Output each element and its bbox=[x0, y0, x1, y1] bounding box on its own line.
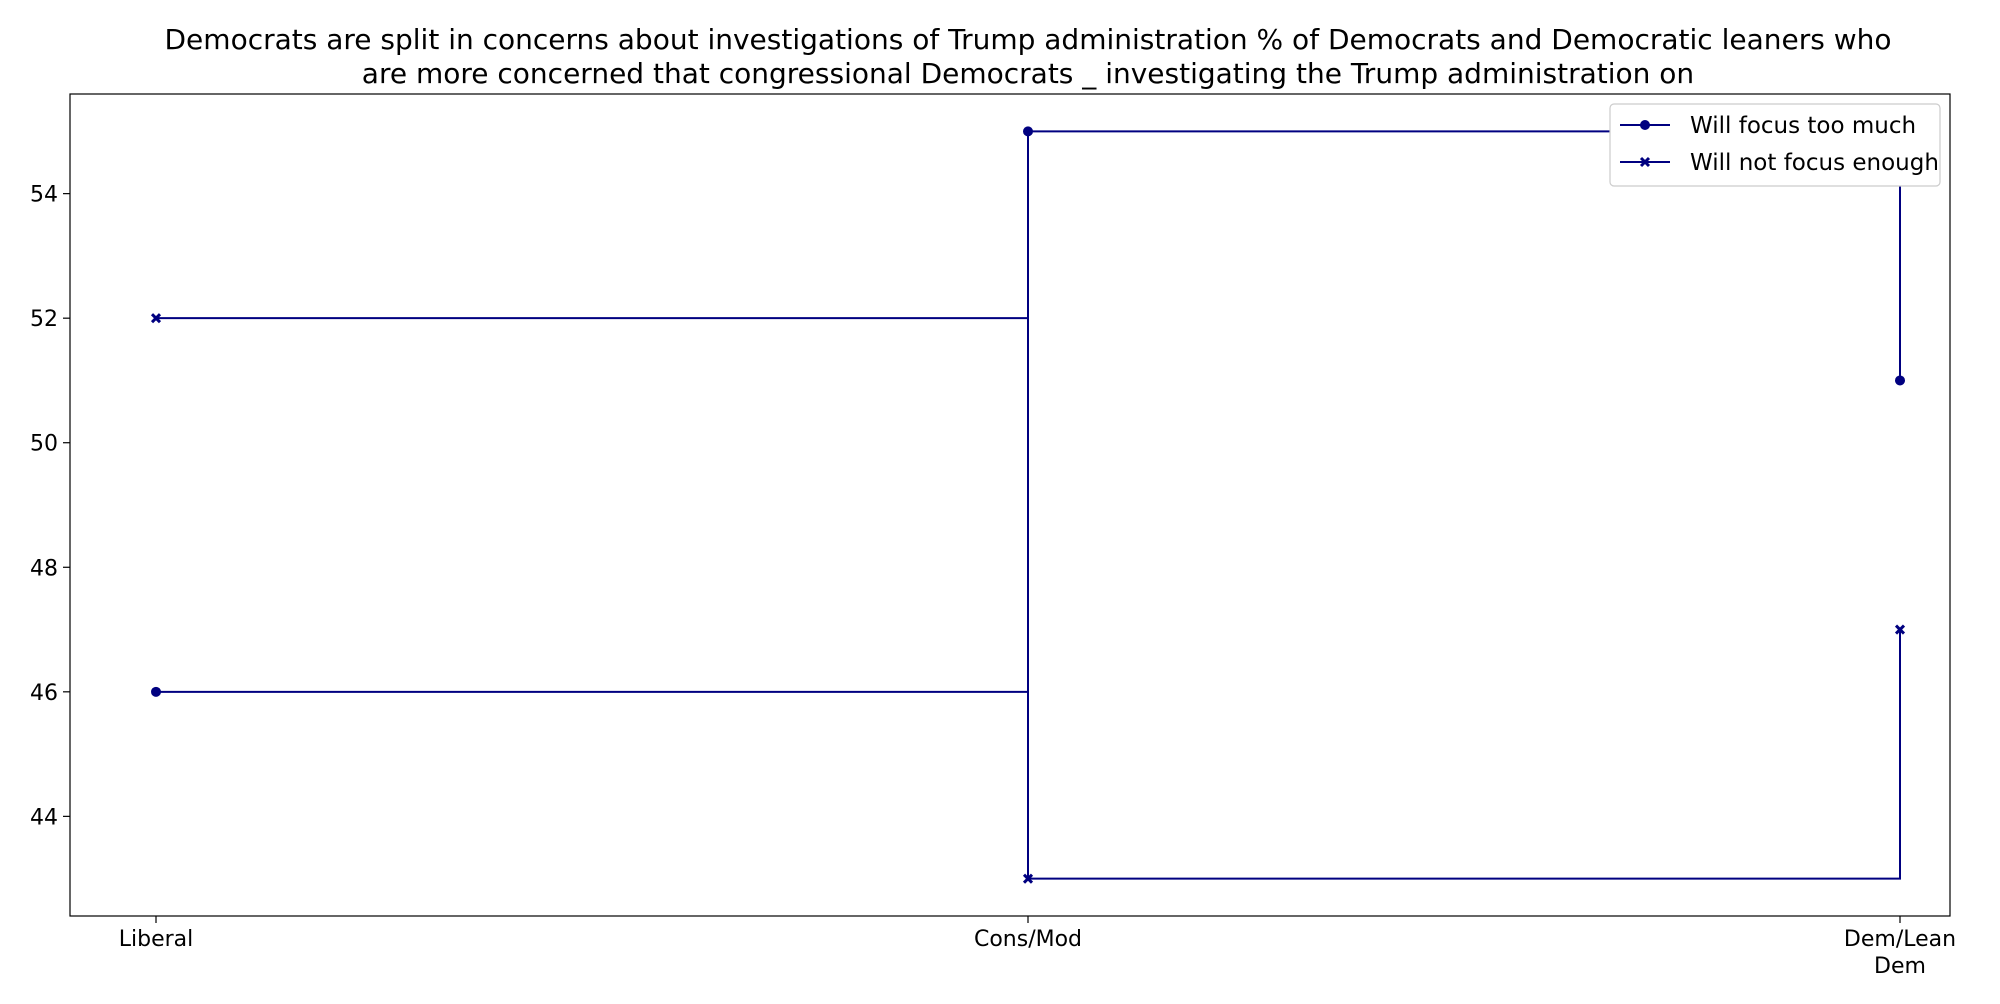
y-tick-label: 52 bbox=[30, 307, 58, 332]
legend: Will focus too much Will not focus enoug… bbox=[1609, 103, 1941, 187]
legend-label-not-focus-enough: Will not focus enough bbox=[1690, 150, 1939, 176]
y-tick-label: 48 bbox=[30, 556, 58, 581]
data-point-circle bbox=[1023, 126, 1033, 137]
x-axis: Liberal Cons/Mod Dem/Lean Dem bbox=[119, 916, 1956, 979]
chart-title-line-1: Democrats are split in concerns about in… bbox=[165, 23, 1892, 56]
chart-title: Democrats are split in concerns about in… bbox=[165, 23, 1892, 90]
y-tick-label: 46 bbox=[30, 681, 58, 706]
y-tick-label: 54 bbox=[30, 183, 58, 208]
data-point-x bbox=[1894, 624, 1906, 635]
series-layer bbox=[150, 126, 1906, 884]
data-point-x bbox=[1022, 873, 1034, 884]
legend-marker-circle bbox=[1640, 120, 1650, 130]
chart-title-line-2: are more concerned that congressional De… bbox=[362, 57, 1694, 90]
data-point-circle bbox=[1895, 375, 1905, 386]
legend-box bbox=[1609, 103, 1941, 187]
x-tick-label: Cons/Mod bbox=[974, 927, 1082, 952]
y-tick-label: 50 bbox=[30, 432, 58, 457]
data-point-circle bbox=[151, 686, 161, 697]
plot-area bbox=[69, 93, 1951, 917]
legend-marker-x bbox=[1639, 156, 1651, 168]
y-axis: 44 46 48 50 52 54 bbox=[30, 183, 70, 830]
data-point-x bbox=[150, 313, 162, 324]
legend-label-focus-too-much: Will focus too much bbox=[1690, 113, 1916, 139]
y-tick-label: 44 bbox=[30, 805, 58, 830]
x-tick-label: Liberal bbox=[119, 927, 194, 952]
series-line-2 bbox=[156, 317, 1901, 880]
x-tick-label: Dem/Lean Dem bbox=[1844, 927, 1956, 979]
